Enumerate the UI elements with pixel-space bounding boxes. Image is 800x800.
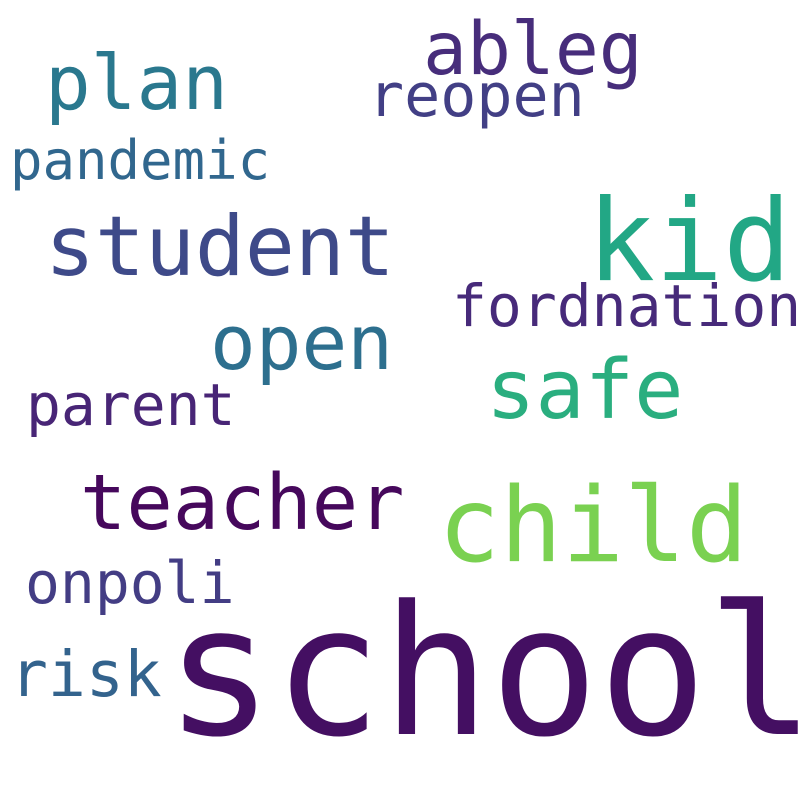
word-fordnation: fordnation (452, 272, 800, 340)
word-kid: kid (587, 175, 792, 307)
word-safe: safe (486, 343, 684, 438)
word-reopen: reopen (368, 61, 585, 131)
word-parent: parent (26, 371, 236, 439)
word-onpoli: onpoli (25, 549, 235, 617)
word-risk: risk (10, 638, 162, 711)
word-student: student (45, 198, 395, 295)
word-school: school (165, 568, 800, 777)
word-plan: plan (45, 38, 229, 127)
word-open: open (210, 298, 394, 387)
word-child: child (438, 466, 749, 586)
word-teacher: teacher (80, 459, 405, 548)
word-pandemic: pandemic (10, 129, 271, 192)
word-ableg: ableg (423, 7, 643, 92)
